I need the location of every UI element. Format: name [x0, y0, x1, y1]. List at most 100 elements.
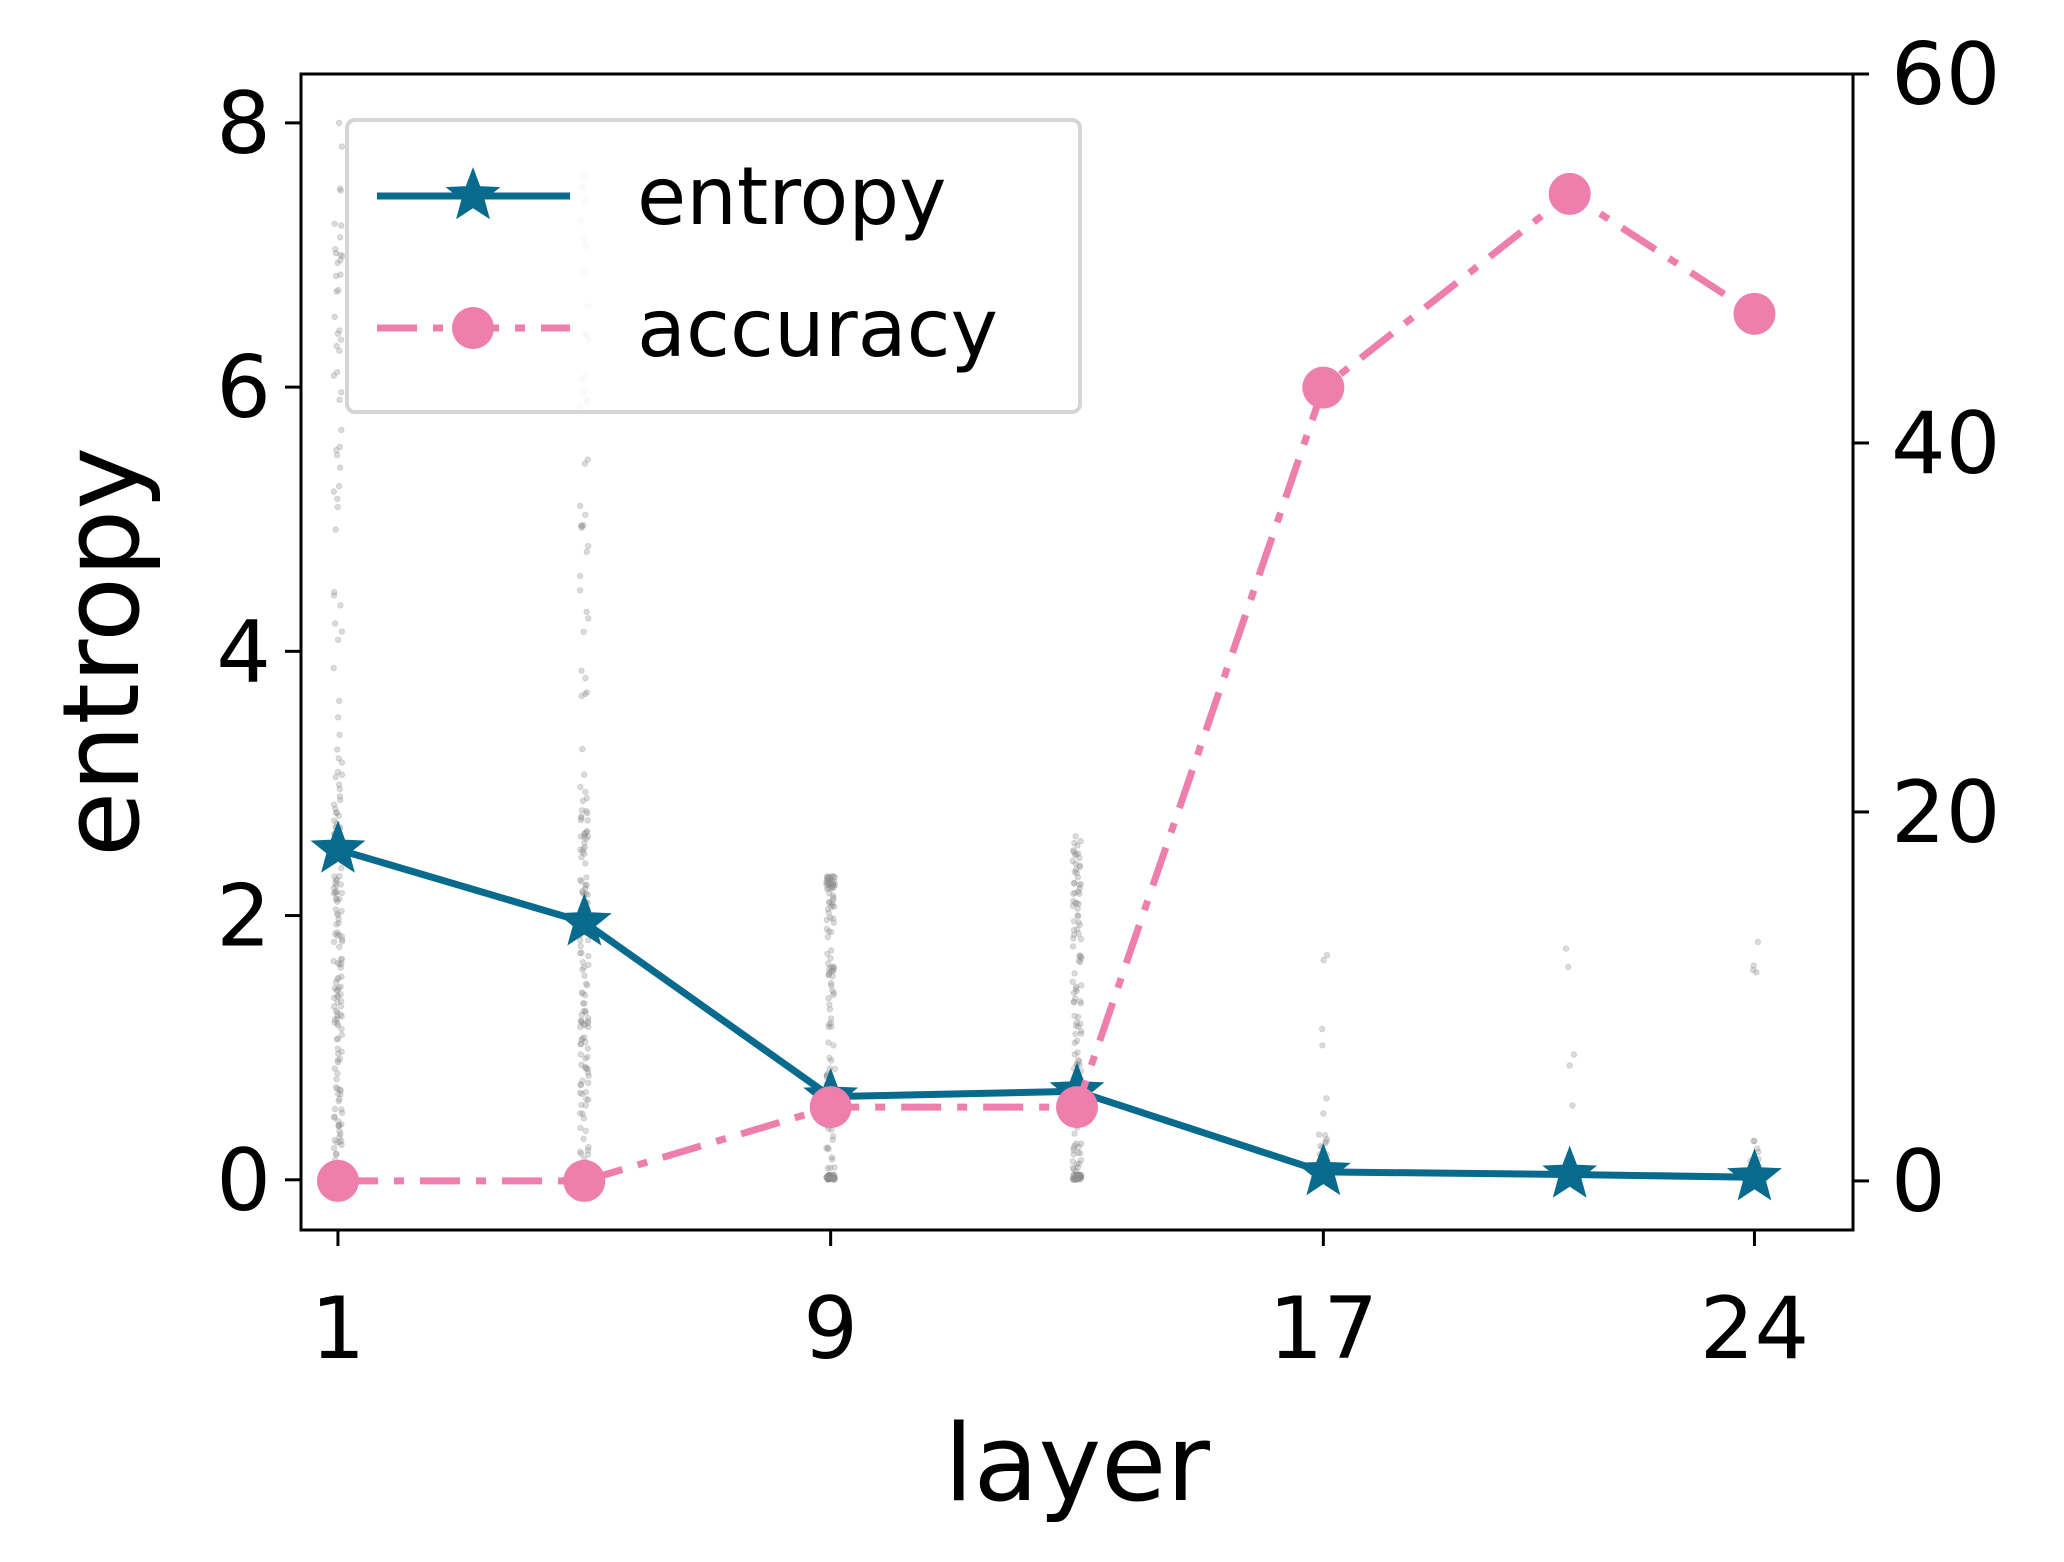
scatter-point	[1070, 1144, 1077, 1151]
scatter-point	[338, 864, 345, 872]
scatter-point	[830, 989, 838, 996]
scatter-point	[335, 1050, 342, 1057]
scatter-point	[1071, 1142, 1078, 1149]
scatter-point	[577, 1148, 584, 1155]
scatter-point	[823, 916, 830, 924]
scatter-point	[334, 987, 342, 994]
scatter-point	[334, 1022, 342, 1029]
scatter-point	[1566, 1062, 1573, 1069]
scatter-point	[333, 1075, 340, 1083]
scatter-point	[338, 908, 345, 915]
scatter-point	[583, 1065, 590, 1072]
right-tick-label: 20	[1891, 763, 2000, 863]
scatter-point	[827, 1172, 834, 1180]
scatter-point	[577, 876, 584, 884]
scatter-point	[826, 1006, 834, 1013]
scatter-point	[333, 921, 340, 928]
scatter-point	[333, 896, 340, 903]
scatter-point	[826, 890, 833, 897]
scatter-point	[334, 1057, 341, 1064]
scatter-point	[584, 817, 591, 824]
scatter-point	[1074, 888, 1082, 895]
scatter-point	[338, 426, 345, 434]
scatter-point	[584, 1069, 592, 1076]
scatter-point	[829, 1171, 836, 1178]
scatter-point	[585, 1096, 592, 1103]
scatter-point	[334, 929, 341, 936]
scatter-point	[334, 1012, 341, 1019]
scatter-point	[338, 222, 345, 229]
scatter-point	[585, 1079, 592, 1087]
scatter-point	[1071, 1039, 1078, 1047]
scatter-point	[577, 846, 584, 853]
scatter-point	[331, 1114, 338, 1121]
scatter-point	[1750, 962, 1757, 969]
scatter-point	[829, 901, 836, 909]
scatter-point	[1070, 999, 1078, 1006]
scatter-point	[1071, 839, 1078, 847]
scatter-point	[828, 1154, 835, 1161]
scatter-point	[1323, 1136, 1331, 1143]
left-tick-label: 8	[216, 74, 271, 174]
scatter-point	[826, 1172, 833, 1179]
scatter-point	[1323, 952, 1331, 959]
scatter-point	[337, 796, 344, 804]
scatter-point	[576, 1089, 584, 1096]
scatter-point	[338, 998, 345, 1005]
scatter-point	[824, 1165, 831, 1172]
scatter-point	[338, 1025, 345, 1033]
scatter-point	[1077, 1172, 1085, 1179]
scatter-point	[1073, 851, 1080, 858]
legend-item-entropy: entropy	[377, 150, 947, 243]
scatter-point	[330, 801, 338, 808]
scatter-point	[1562, 945, 1570, 952]
scatter-point	[1076, 1173, 1083, 1181]
scatter-point	[585, 615, 592, 622]
scatter-point	[1751, 1137, 1758, 1144]
scatter-point	[1077, 953, 1085, 960]
scatter-point	[578, 1011, 585, 1018]
left-tick-label: 2	[216, 867, 271, 967]
scatter-point	[584, 1018, 592, 1025]
scatter-point	[823, 925, 831, 933]
scatter-point	[828, 903, 835, 910]
scatter-point	[332, 888, 339, 895]
scatter-point	[583, 835, 590, 842]
scatter-point	[825, 878, 832, 886]
scatter-point	[1078, 1174, 1085, 1181]
scatter-point	[335, 1090, 342, 1097]
scatter-point	[1070, 1174, 1078, 1182]
scatter-point	[581, 1021, 589, 1029]
scatter-point	[582, 1088, 589, 1096]
scatter-point	[333, 288, 340, 295]
scatter-point	[582, 1009, 589, 1016]
scatter-point	[826, 1021, 833, 1028]
scatter-point	[828, 1057, 835, 1064]
scatter-point	[827, 979, 835, 987]
scatter-point	[333, 809, 340, 816]
scatter-point	[330, 890, 337, 897]
scatter-point	[1070, 989, 1078, 997]
scatter-point	[830, 1042, 837, 1049]
scatter-point	[831, 1175, 838, 1182]
scatter-point	[583, 874, 590, 881]
x-tick-label: 24	[1700, 1279, 1809, 1379]
scatter-point	[831, 874, 839, 881]
scatter-point	[1076, 862, 1083, 869]
scatter-point	[828, 878, 836, 885]
scatter-point	[332, 1150, 340, 1157]
scatter-point	[1321, 1132, 1329, 1139]
scatter-point	[828, 1023, 835, 1030]
scatter-point	[336, 464, 344, 471]
scatter-point	[827, 1172, 834, 1180]
scatter-point	[1072, 985, 1080, 992]
scatter-point	[1319, 1042, 1326, 1049]
scatter-point	[334, 768, 342, 776]
scatter-point	[332, 895, 340, 903]
scatter-point	[577, 1040, 585, 1048]
scatter-point	[585, 936, 592, 944]
scatter-point	[334, 992, 342, 1000]
scatter-point	[335, 1123, 342, 1130]
scatter-point	[335, 1122, 342, 1129]
scatter-point	[830, 1174, 837, 1181]
